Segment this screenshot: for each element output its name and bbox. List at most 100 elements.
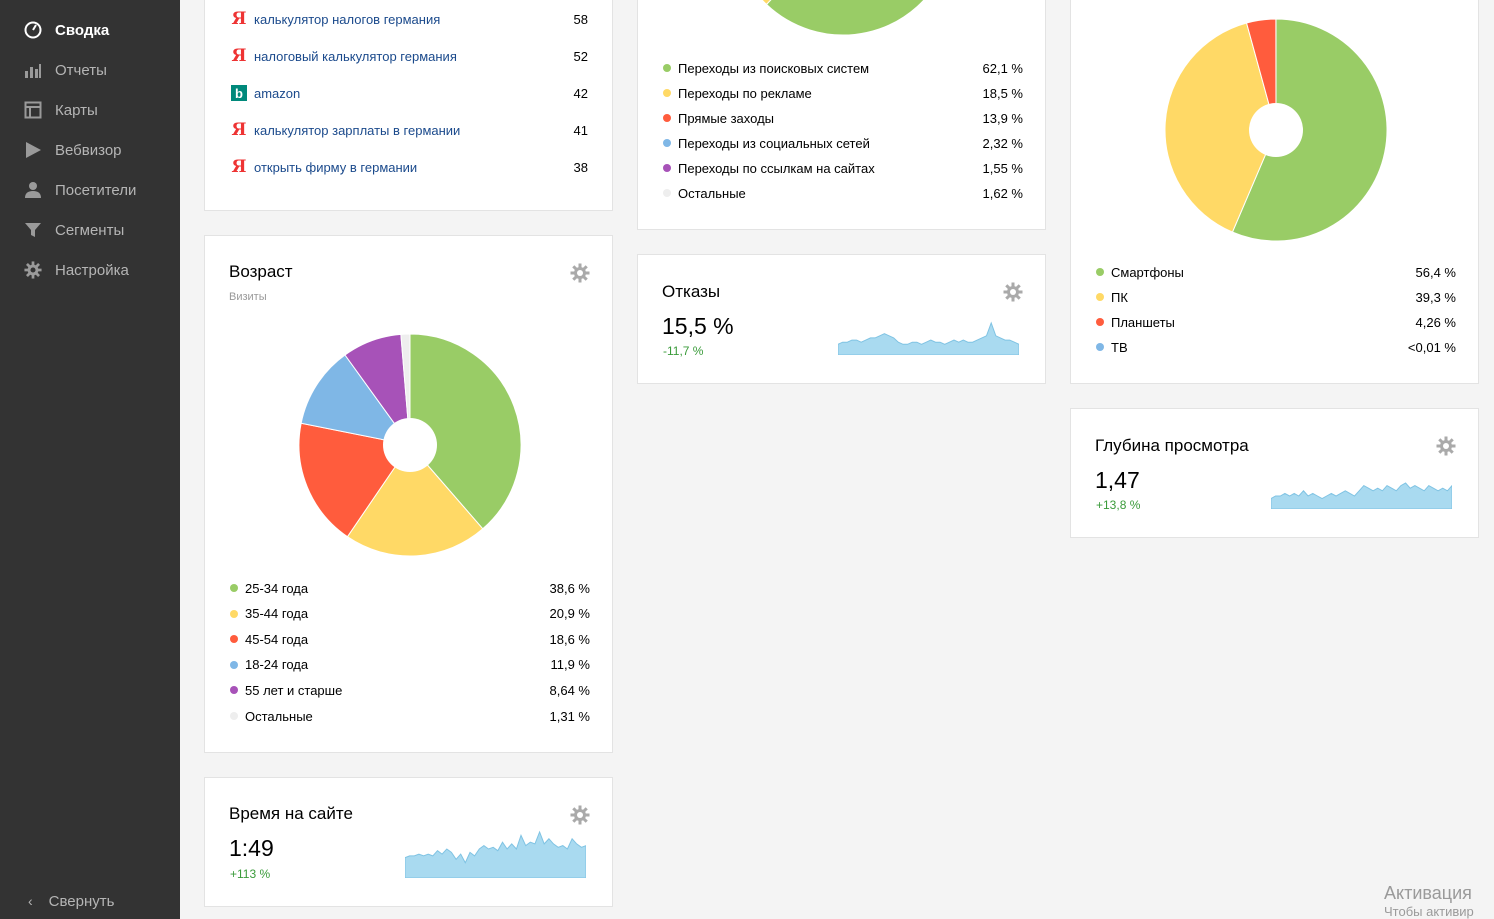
legend-dot xyxy=(230,609,238,618)
pie-slice-2[interactable] xyxy=(346,444,484,557)
card-title: Возраст xyxy=(229,262,293,281)
sidebar-item-label: Посетители xyxy=(55,181,137,199)
pie-slice-1[interactable] xyxy=(1231,18,1388,242)
legend-dot xyxy=(230,686,238,695)
legend-label: 18-24 года xyxy=(245,657,309,673)
legend-value: 56,4 % xyxy=(1415,264,1456,280)
legend-item[interactable]: Планшеты 4,26 % xyxy=(1096,313,1456,331)
sidebar-item-maps[interactable]: Карты xyxy=(0,92,180,128)
age-pie-chart xyxy=(298,333,522,557)
gear-icon[interactable] xyxy=(1436,436,1456,456)
legend-item[interactable]: 35-44 года 20,9 % xyxy=(230,605,590,623)
legend-dot xyxy=(663,64,671,72)
legend-item[interactable]: 55 лет и старше 8,64 % xyxy=(230,681,590,699)
sidebar-item-visitors[interactable]: Посетители xyxy=(0,172,180,208)
collapse-button[interactable]: ‹ Свернуть xyxy=(0,883,180,919)
sidebar-item-label: Сводка xyxy=(55,21,110,39)
gear-icon[interactable] xyxy=(1003,282,1023,302)
legend-item[interactable]: Переходы по ссылкам на сайтах 1,55 % xyxy=(663,159,1023,177)
filter-icon xyxy=(24,221,42,239)
sidebar-item-summary[interactable]: Сводка xyxy=(0,12,180,48)
legend-label: Остальные xyxy=(245,708,313,724)
list-item[interactable]: Я калькулятор налогов германия 58 xyxy=(229,9,589,29)
pie-slice-2[interactable] xyxy=(733,0,843,6)
legend-item[interactable]: Смартфоны 56,4 % xyxy=(1096,263,1456,281)
page-depth-card: Глубина просмотра 1,47 +13,8 % xyxy=(1070,408,1479,538)
bounce-rate-card: Отказы 15,5 % -11,7 % xyxy=(637,254,1046,384)
legend-dot xyxy=(1096,343,1104,351)
legend-value: 13,9 % xyxy=(982,110,1023,126)
pie-slice-1[interactable] xyxy=(409,333,522,530)
sidebar-item-segments[interactable]: Сегменты xyxy=(0,212,180,248)
yandex-icon: Я xyxy=(231,9,247,29)
activation-title: Активация xyxy=(1384,883,1472,903)
gear-icon[interactable] xyxy=(570,805,590,825)
sidebar-item-reports[interactable]: Отчеты xyxy=(0,52,180,88)
legend-value: <0,01 % xyxy=(1407,339,1456,355)
legend-item[interactable]: Прямые заходы 13,9 % xyxy=(663,109,1023,127)
legend-item[interactable]: Переходы по рекламе 18,5 % xyxy=(663,84,1023,102)
list-item[interactable]: Я открыть фирму в германии 38 xyxy=(229,157,589,177)
sidebar-item-label: Сегменты xyxy=(55,221,125,239)
legend-value: 11,9 % xyxy=(550,657,590,673)
legend-item[interactable]: 18-24 года 11,9 % xyxy=(230,656,590,674)
legend-value: 4,26 % xyxy=(1415,314,1456,330)
legend-label: Переходы из поисковых систем xyxy=(678,60,870,76)
legend-item[interactable]: Остальные 1,62 % xyxy=(663,184,1023,202)
legend-label: ТВ xyxy=(1111,339,1128,355)
legend-dot xyxy=(1096,268,1104,276)
metric-value: 1:49 xyxy=(229,835,274,861)
sidebar-item-webvisor[interactable]: Вебвизор xyxy=(0,132,180,168)
legend-item[interactable]: 25-34 года 38,6 % xyxy=(230,579,590,597)
legend-value: 2,32 % xyxy=(982,135,1023,151)
gear-icon xyxy=(24,261,42,279)
pie-slice-4[interactable] xyxy=(300,354,412,446)
legend-value: 1,55 % xyxy=(982,160,1023,176)
list-item[interactable]: b amazon 42 xyxy=(229,83,588,103)
search-queries-card: Я калькулятор налогов германия 58 Я нало… xyxy=(204,0,613,211)
legend-label: 35-44 года xyxy=(245,606,309,622)
map-icon xyxy=(24,101,42,119)
legend-label: 55 лет и старше xyxy=(245,682,343,698)
pie-hole xyxy=(1249,103,1303,157)
sparkline-area xyxy=(405,830,586,878)
bounce-sparkline xyxy=(838,321,1019,355)
legend-item[interactable]: Переходы из социальных сетей 2,32 % xyxy=(663,134,1023,152)
list-item[interactable]: Я налоговый калькулятор германия 52 xyxy=(229,46,589,66)
legend-dot xyxy=(663,189,671,197)
legend-item[interactable]: Переходы из поисковых систем 62,1 % xyxy=(663,59,1023,77)
list-item[interactable]: Я калькулятор зарплаты в германии 41 xyxy=(229,120,589,140)
pie-slice-2[interactable] xyxy=(1164,22,1277,233)
card-title: Время на сайте xyxy=(229,804,353,823)
legend-item[interactable]: ПК 39,3 % xyxy=(1096,288,1456,306)
legend-item[interactable]: 45-54 года 18,6 % xyxy=(230,630,590,648)
legend-item[interactable]: ТВ <0,01 % xyxy=(1096,338,1456,356)
legend-value: 38,6 % xyxy=(549,580,590,596)
sparkline-area xyxy=(1271,482,1452,509)
time-on-site-card: Время на сайте 1:49 +113 % xyxy=(204,777,613,907)
depth-sparkline xyxy=(1271,482,1452,509)
legend-dot xyxy=(230,660,238,669)
legend-value: 1,31 % xyxy=(549,708,590,724)
metric-delta: -11,7 % xyxy=(663,344,704,358)
yandex-icon: Я xyxy=(231,157,247,177)
sources-pie-chart xyxy=(733,0,953,36)
gear-icon[interactable] xyxy=(570,263,590,283)
legend-label: Переходы по рекламе xyxy=(678,85,812,101)
sidebar-item-label: Вебвизор xyxy=(55,141,122,159)
legend-label: Переходы из социальных сетей xyxy=(678,135,870,151)
pie-slice-1[interactable] xyxy=(765,0,953,36)
yandex-icon: Я xyxy=(231,46,247,66)
sidebar-item-settings[interactable]: Настройка xyxy=(0,252,180,288)
card-title: Отказы xyxy=(662,282,721,301)
legend-item[interactable]: Остальные 1,31 % xyxy=(230,707,590,725)
traffic-sources-card: Переходы из поисковых систем 62,1 % Перехо… xyxy=(637,0,1046,230)
pie-slice-3[interactable] xyxy=(298,422,411,538)
yandex-icon: Я xyxy=(231,120,247,140)
sidebar: Сводка Отчеты Карты Вебвизор Посетители … xyxy=(0,0,180,919)
legend-dot xyxy=(663,114,671,122)
dashboard-icon xyxy=(24,21,42,39)
pie-slice-6[interactable] xyxy=(400,333,411,446)
legend-label: Остальные xyxy=(678,185,746,201)
legend-value: 18,6 % xyxy=(549,631,590,647)
